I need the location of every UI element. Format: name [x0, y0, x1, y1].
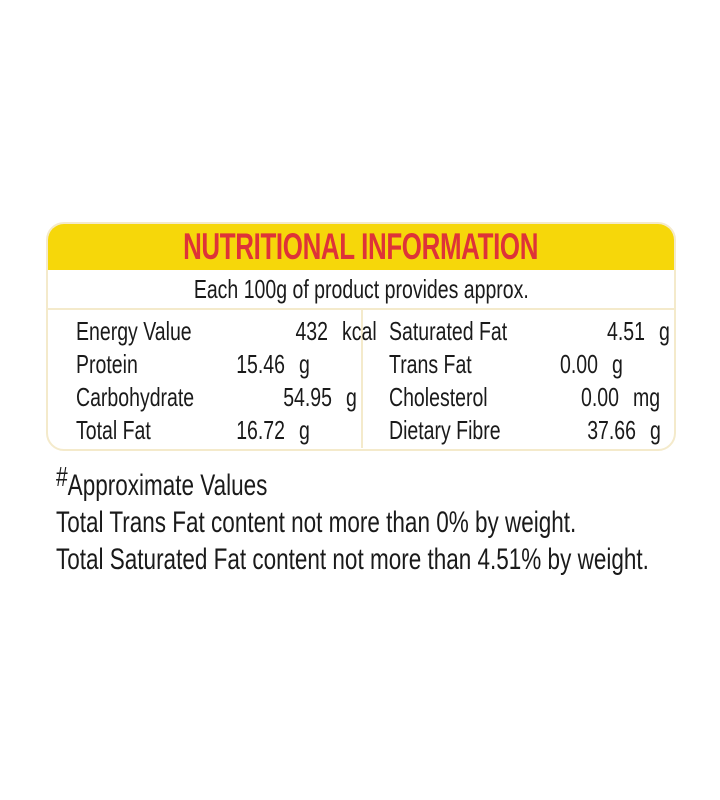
footnote-trans-fat: Total Trans Fat content not more than 0%… — [56, 506, 577, 539]
footnote-saturated-fat: Total Saturated Fat content not more tha… — [56, 543, 649, 576]
nutrient-value: 16.72 — [236, 415, 285, 445]
nutrient-value: 0.00 — [560, 349, 598, 379]
nutrient-row: Cholesterol 0.00 mg — [389, 381, 662, 414]
nutrient-unit: g — [612, 349, 623, 379]
nutrition-column-left: Energy Value 432 kcal Protein 15.46 g Ca… — [48, 310, 377, 448]
nutrient-row: Protein 15.46 g — [76, 348, 349, 381]
nutrient-name: Protein — [76, 349, 138, 379]
nutrient-unit: g — [649, 415, 661, 445]
label-title: NUTRITIONAL INFORMATION — [183, 225, 539, 267]
nutrient-unit: g — [658, 316, 670, 346]
nutrient-unit: kcal — [342, 316, 377, 346]
nutrient-value: 4.51 — [606, 316, 645, 346]
nutrient-unit: g — [345, 382, 357, 412]
nutrient-value: 432 — [295, 316, 329, 346]
nutrient-row: Trans Fat 0.00 g — [389, 348, 662, 381]
nutrient-row: Carbohydrate 54.95 g — [76, 381, 356, 414]
nutrient-value: 15.46 — [236, 349, 285, 379]
nutrition-table: Energy Value 432 kcal Protein 15.46 g Ca… — [48, 310, 674, 448]
nutrient-unit: g — [299, 349, 310, 379]
nutrient-value: 37.66 — [587, 415, 636, 445]
footnote-approximate-values: #Approximate Values — [56, 461, 536, 504]
footnote-marker: # — [56, 461, 68, 492]
nutrient-value: 54.95 — [282, 382, 332, 412]
label-subtitle: Each 100g of product provides approx. — [193, 273, 529, 304]
label-header: NUTRITIONAL INFORMATION — [48, 224, 674, 270]
nutrient-name: Cholesterol — [389, 382, 488, 412]
nutrition-column-right: Saturated Fat 4.51 g Trans Fat 0.00 g Ch… — [361, 310, 674, 448]
nutrient-name: Saturated Fat — [389, 316, 508, 346]
nutrient-unit: g — [299, 415, 310, 445]
nutrient-unit: mg — [632, 382, 660, 412]
nutrient-value: 0.00 — [580, 382, 619, 412]
label-subtitle-band: Each 100g of product provides approx. — [48, 270, 674, 310]
footnote-approximate-text: Approximate Values — [67, 469, 268, 502]
nutrient-row: Total Fat 16.72 g — [76, 414, 349, 447]
footnotes: #Approximate Values Total Trans Fat cont… — [56, 461, 696, 578]
nutrient-row: Saturated Fat 4.51 g — [389, 315, 669, 348]
nutrition-label-card: NUTRITIONAL INFORMATION Each 100g of pro… — [46, 222, 676, 451]
nutrient-name: Energy Value — [76, 316, 192, 346]
nutrient-row: Energy Value 432 kcal — [76, 315, 377, 348]
nutrient-name: Trans Fat — [389, 349, 472, 379]
nutrient-name: Dietary Fibre — [389, 415, 501, 445]
nutrient-name: Total Fat — [76, 415, 151, 445]
nutrient-name: Carbohydrate — [76, 382, 195, 412]
nutrient-row: Dietary Fibre 37.66 g — [389, 414, 662, 447]
